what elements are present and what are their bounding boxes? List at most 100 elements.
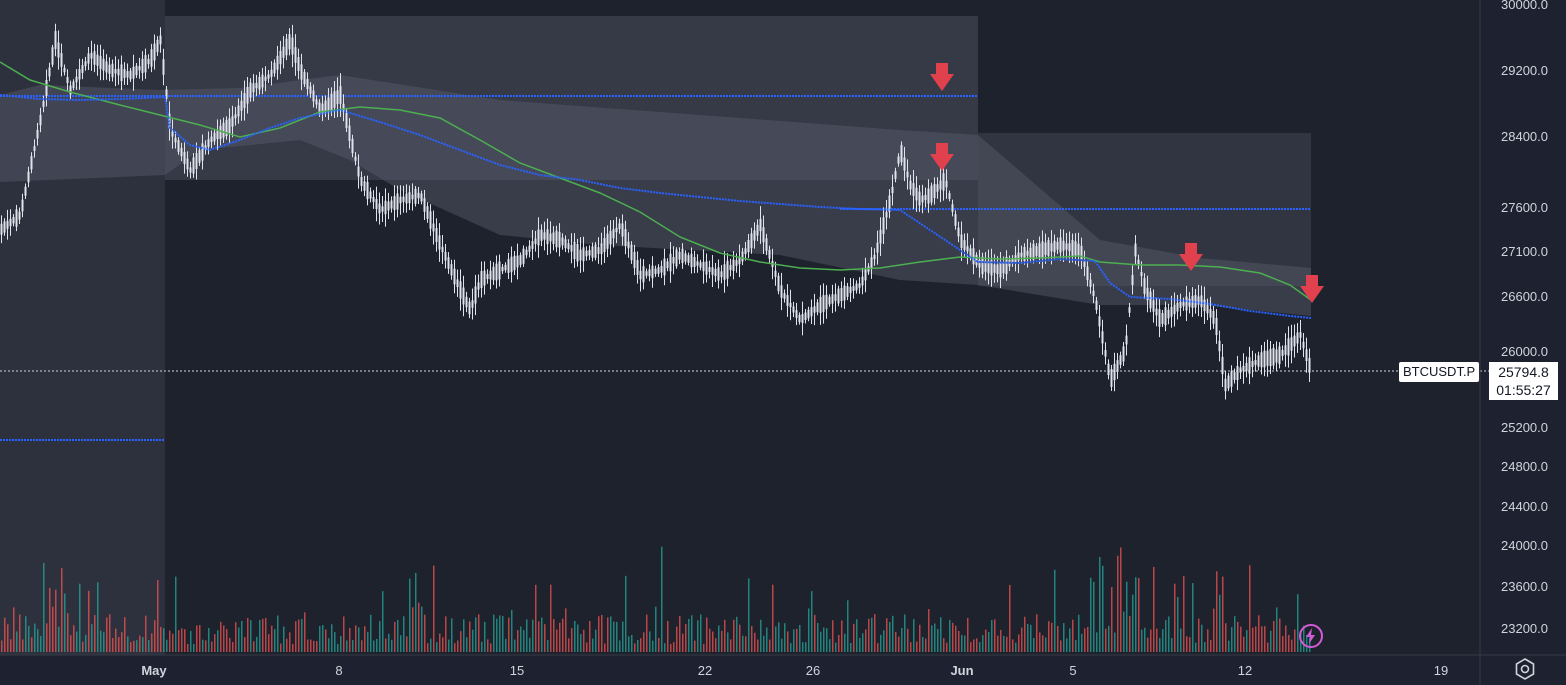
- candle-body: [300, 64, 303, 80]
- candle-body: [153, 43, 156, 61]
- volume-bar: [910, 642, 912, 652]
- candle-body: [909, 180, 912, 190]
- last-price-value: 25794.8: [1498, 364, 1549, 380]
- symbol-label: BTCUSDT.P: [1399, 362, 1480, 382]
- time-axis[interactable]: May 8 15 22 26 Jun 5 12 19: [141, 663, 1448, 678]
- candle-body: [612, 229, 615, 239]
- candle-body: [1170, 306, 1173, 317]
- candle-body: [663, 258, 666, 276]
- candle-body: [201, 143, 204, 161]
- volume-bar: [130, 642, 132, 652]
- volume-bar: [565, 608, 567, 652]
- volume-bar: [1042, 635, 1044, 652]
- candle-body: [792, 306, 795, 313]
- time-tick-label: Jun: [950, 663, 973, 678]
- volume-bar: [898, 636, 900, 652]
- volume-bar: [1234, 616, 1236, 652]
- volume-bar: [391, 639, 393, 652]
- candle-body: [987, 260, 990, 274]
- settings-icon[interactable]: [1513, 657, 1537, 681]
- candle-body: [147, 58, 150, 65]
- volume-bar: [622, 621, 624, 652]
- candle-body: [405, 193, 408, 204]
- candle-body: [1308, 357, 1311, 373]
- candle-body: [165, 89, 168, 99]
- volume-bar: [895, 631, 897, 652]
- candle-body: [660, 265, 663, 273]
- candle-body: [390, 200, 393, 209]
- volume-bar: [382, 591, 384, 652]
- candle-body: [402, 196, 405, 202]
- volume-bar: [646, 614, 648, 652]
- candle-body: [1035, 246, 1038, 256]
- candle-body: [81, 65, 84, 73]
- volume-bar: [757, 639, 759, 652]
- candle-body: [324, 100, 327, 112]
- candle-body: [741, 251, 744, 262]
- volume-bar: [1186, 636, 1188, 652]
- candle-body: [732, 259, 735, 271]
- volume-bar: [742, 635, 744, 652]
- volume-bar: [490, 643, 492, 652]
- candle-body: [1059, 237, 1062, 253]
- candle-body: [474, 286, 477, 304]
- volume-bar: [1084, 628, 1086, 652]
- candle-body: [498, 261, 501, 280]
- volume-bar: [1165, 620, 1167, 652]
- candle-body: [51, 47, 54, 65]
- volume-bar: [178, 630, 180, 652]
- candle-body: [579, 249, 582, 261]
- volume-bar: [1078, 614, 1080, 652]
- volume-bar: [409, 578, 411, 652]
- volume-bar: [268, 634, 270, 652]
- candle-body: [1080, 245, 1083, 261]
- candle-body: [828, 296, 831, 305]
- volume-bar: [244, 637, 246, 652]
- volume-bar: [736, 616, 738, 652]
- volume-bar: [166, 639, 168, 652]
- volume-bar: [1111, 587, 1113, 652]
- volume-bar: [94, 614, 96, 652]
- candle-body: [1101, 331, 1104, 344]
- volume-bar: [214, 634, 216, 652]
- candle-body: [591, 246, 594, 258]
- price-tick-label: 29200.0: [1501, 63, 1548, 78]
- volume-bar: [991, 620, 993, 652]
- volume-bar: [184, 629, 186, 652]
- volume-bar: [307, 639, 309, 652]
- candle-body: [615, 227, 618, 233]
- candle-body: [534, 238, 537, 244]
- volume-bar: [940, 617, 942, 652]
- volume-bar: [4, 617, 6, 652]
- volume-bar: [967, 617, 969, 652]
- candle-body: [930, 185, 933, 203]
- volume-bar: [1120, 547, 1122, 652]
- volume-bar: [400, 635, 402, 652]
- volume-bar: [151, 633, 153, 652]
- candle-body: [1248, 357, 1251, 374]
- volume-bar: [862, 633, 864, 652]
- volume-bar: [520, 626, 522, 652]
- volume-bar: [802, 642, 804, 652]
- candle-body: [477, 282, 480, 290]
- volume-bar: [286, 638, 288, 652]
- candle-body: [846, 286, 849, 297]
- price-axis[interactable]: 30000.0 29200.0 28400.0 27600.0 27100.0 26600…: [1501, 0, 1548, 636]
- volume-bar: [181, 628, 183, 652]
- lightning-icon[interactable]: [1298, 623, 1324, 649]
- candle-body: [699, 262, 702, 268]
- candle-body: [1173, 304, 1176, 315]
- candle-body: [462, 287, 465, 305]
- volume-bar: [781, 638, 783, 652]
- candle-body: [1053, 240, 1056, 253]
- candle-body: [354, 156, 357, 161]
- candle-body: [783, 293, 786, 299]
- down-arrow-markers: [930, 63, 1324, 303]
- candle-body: [648, 269, 651, 277]
- volume-bar: [424, 614, 426, 652]
- volume-bar: [235, 622, 237, 652]
- candle-body: [645, 271, 648, 276]
- candle-body: [609, 231, 612, 244]
- volume-bar: [253, 641, 255, 652]
